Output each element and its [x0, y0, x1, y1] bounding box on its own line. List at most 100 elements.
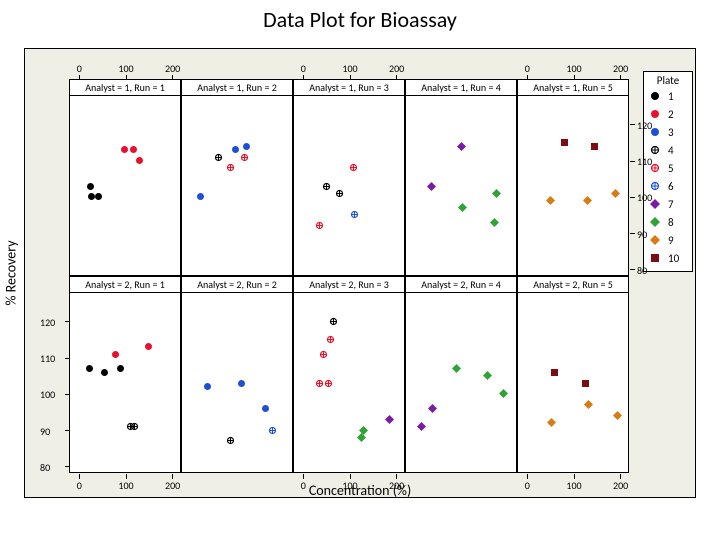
data-point: [550, 368, 560, 378]
page-title: Data Plot for Bioassay: [0, 6, 720, 33]
x-tick-label: 200: [613, 479, 628, 492]
legend-item: 4: [646, 141, 690, 159]
data-point: [417, 422, 427, 432]
data-point: [490, 218, 500, 228]
y-tick-label: 100: [637, 191, 652, 204]
data-point: [226, 163, 236, 173]
x-tick-label: 100: [342, 62, 357, 75]
data-point: [590, 142, 600, 152]
data-point: [349, 163, 359, 173]
data-point: [583, 196, 593, 206]
data-point: [560, 138, 570, 148]
legend-label: 2: [664, 108, 674, 121]
data-point: [499, 389, 509, 399]
x-tick-label: 100: [566, 479, 581, 492]
data-point: [242, 142, 252, 152]
panel-header: Analyst = 1, Run = 1: [70, 80, 180, 96]
data-point: [350, 210, 360, 220]
x-tick-label: 200: [389, 479, 404, 492]
x-tick-label: 0: [301, 479, 306, 492]
legend-item: 3: [646, 123, 690, 141]
x-tick-label: 200: [165, 479, 180, 492]
x-tick-label: 200: [165, 62, 180, 75]
y-tick-label: 120: [637, 119, 652, 132]
data-point: [546, 196, 556, 206]
data-point: [261, 404, 271, 414]
panel-header: Analyst = 1, Run = 2: [182, 80, 292, 96]
x-tick-label: 200: [389, 62, 404, 75]
data-point: [214, 153, 224, 163]
panel-body: [182, 293, 292, 472]
x-tick-label: 100: [118, 479, 133, 492]
panel-grid: Analyst = 1, Run = 10100200Analyst = 1, …: [69, 79, 629, 473]
data-point: [335, 189, 345, 199]
panel-header: Analyst = 2, Run = 3: [294, 277, 404, 293]
data-point: [100, 368, 110, 378]
y-tick-label: 110: [40, 352, 61, 365]
panel-header: Analyst = 2, Run = 2: [182, 277, 292, 293]
plot-region: % Recovery Concentration (%) Plate 123 4…: [24, 48, 696, 498]
legend-item: 8: [646, 213, 690, 231]
legend-marker-icon: [646, 87, 664, 105]
legend-item: 7: [646, 195, 690, 213]
data-point: [613, 411, 623, 421]
legend-title: Plate: [646, 74, 690, 87]
y-tick-label: 90: [637, 228, 647, 241]
panel-body: [406, 293, 516, 472]
x-tick-label: 100: [566, 62, 581, 75]
panel-header: Analyst = 1, Run = 3: [294, 80, 404, 96]
y-tick-label: 80: [40, 461, 61, 474]
x-tick-label: 0: [525, 479, 530, 492]
legend-label: 10: [664, 252, 679, 265]
x-tick-label: 0: [77, 479, 82, 492]
data-point: [240, 153, 250, 163]
data-point: [329, 317, 339, 327]
data-point: [226, 436, 236, 446]
data-point: [581, 379, 591, 389]
legend-label: 7: [664, 198, 674, 211]
legend-item: 6: [646, 177, 690, 195]
y-tick-label: 90: [40, 425, 61, 438]
data-point: [385, 415, 395, 425]
legend: Plate 123 4 5 678910: [643, 71, 693, 272]
data-point: [237, 379, 247, 389]
panel-body: [70, 293, 180, 472]
data-point: [326, 335, 336, 345]
data-point: [116, 364, 126, 374]
legend-label: 9: [664, 234, 674, 247]
panel-body: [294, 293, 404, 472]
panel: Analyst = 1, Run = 4: [405, 79, 517, 276]
data-point: [94, 192, 104, 202]
panel-header: Analyst = 2, Run = 1: [70, 277, 180, 293]
x-tick-label: 100: [118, 62, 133, 75]
data-point: [359, 426, 369, 436]
legend-label: 6: [664, 180, 674, 193]
data-point: [130, 422, 140, 432]
x-tick-label: 0: [525, 62, 530, 75]
panel-body: [518, 293, 628, 472]
data-point: [611, 189, 621, 199]
data-point: [428, 404, 438, 414]
panel: Analyst = 2, Run = 50100200: [517, 276, 629, 473]
legend-item: 2: [646, 105, 690, 123]
data-point: [135, 156, 145, 166]
data-point: [315, 221, 325, 231]
data-point: [452, 364, 462, 374]
x-tick-label: 0: [77, 62, 82, 75]
data-point: [85, 364, 95, 374]
panel-body: [294, 96, 404, 275]
data-point: [129, 145, 139, 155]
data-point: [86, 182, 96, 192]
panel-header: Analyst = 2, Run = 5: [518, 277, 628, 293]
panel: Analyst = 1, Run = 2: [181, 79, 293, 276]
data-point: [492, 189, 502, 199]
x-tick-label: 100: [342, 479, 357, 492]
y-tick-label: 80: [637, 264, 647, 277]
data-point: [322, 182, 332, 192]
legend-marker-icon: [646, 231, 664, 249]
panel-body: [518, 96, 628, 275]
legend-label: 4: [664, 144, 674, 157]
legend-label: 3: [664, 126, 674, 139]
legend-item: 1: [646, 87, 690, 105]
legend-item: 9: [646, 231, 690, 249]
